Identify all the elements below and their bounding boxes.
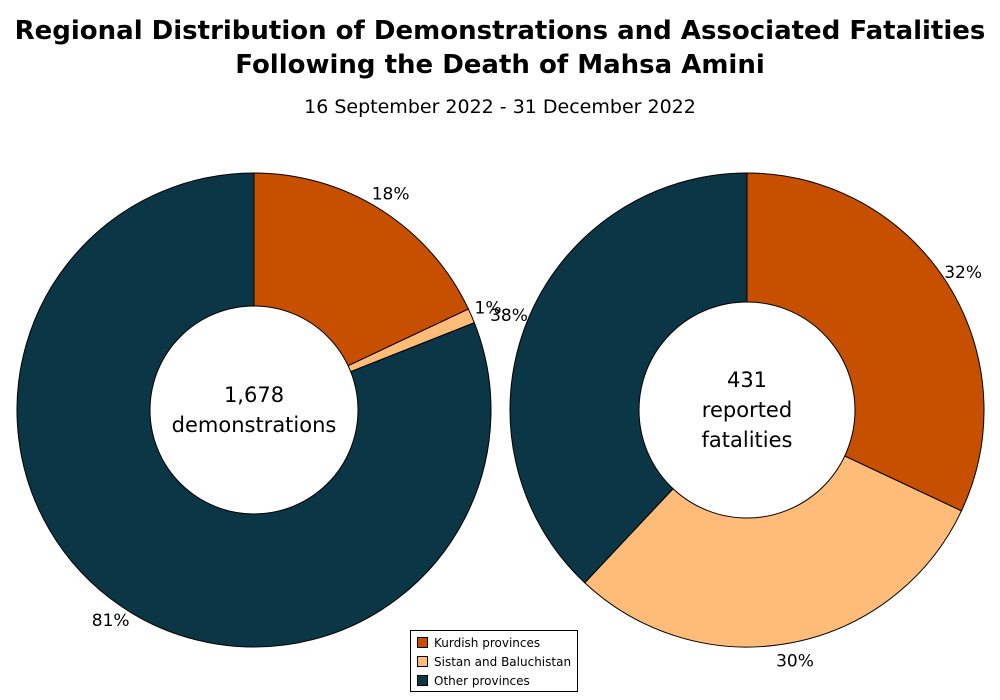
chart-subtitle: 16 September 2022 - 31 December 2022 [304, 96, 696, 118]
legend-item-kurdish: Kurdish provinces [417, 633, 571, 652]
data-label-demonstrations-sistan: 1% [475, 299, 502, 319]
center-label-demonstrations-2: demonstrations [172, 413, 337, 437]
legend-swatch-sistan [417, 656, 428, 667]
data-label-demonstrations-other: 81% [92, 611, 130, 631]
data-label-fatalities-kurdish: 32% [944, 263, 982, 283]
legend-swatch-other [417, 675, 428, 686]
slice-demonstrations-other [16, 172, 492, 648]
legend: Kurdish provinces Sistan and Baluchistan… [410, 630, 578, 692]
center-label-fatalities-2: reported [702, 398, 792, 422]
legend-swatch-kurdish [417, 637, 428, 648]
center-label-demonstrations-1: 1,678 [224, 383, 284, 407]
legend-item-sistan: Sistan and Baluchistan [417, 652, 571, 671]
donut-hole-fatalities [638, 301, 856, 519]
donut-hole-demonstrations [149, 305, 359, 515]
center-label-fatalities-1: 431 [727, 368, 767, 392]
legend-item-other: Other provinces [417, 671, 571, 690]
data-label-fatalities-other: 38% [490, 306, 528, 326]
slice-fatalities-sistan [584, 409, 963, 648]
center-label-fatalities-3: fatalities [702, 428, 793, 452]
legend-label-sistan: Sistan and Baluchistan [434, 654, 572, 669]
chart-title-line-2: Following the Death of Mahsa Amini [235, 50, 765, 80]
data-label-demonstrations-kurdish: 18% [372, 185, 410, 205]
chart-title-line-1: Regional Distribution of Demonstrations … [14, 16, 986, 46]
slice-fatalities-other [509, 172, 748, 584]
data-label-fatalities-sistan: 30% [776, 651, 814, 671]
chart-title: Regional Distribution of Demonstrations … [0, 14, 1000, 82]
legend-label-other: Other provinces [434, 673, 530, 688]
legend-label-kurdish: Kurdish provinces [434, 635, 541, 650]
